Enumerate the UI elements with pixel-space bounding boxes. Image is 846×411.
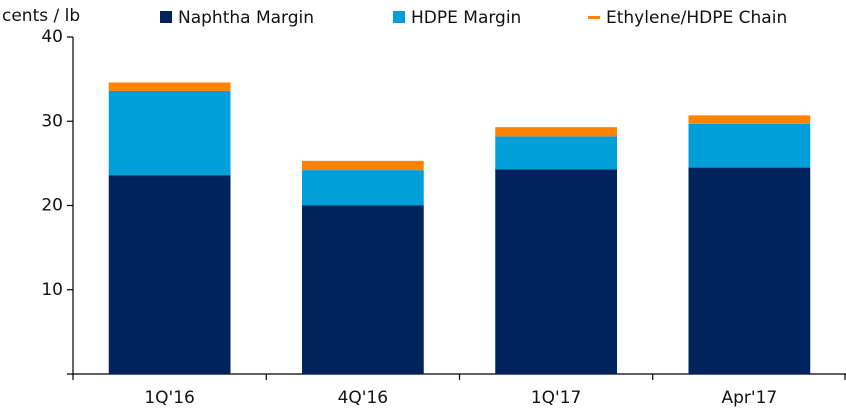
legend-marker <box>588 16 600 19</box>
bar-segment <box>495 136 617 170</box>
x-tick-label: 1Q'17 <box>531 388 582 408</box>
x-tick-label: 1Q'16 <box>144 388 195 408</box>
bar-segment <box>302 160 424 171</box>
legend-marker <box>160 11 172 23</box>
legend-marker <box>393 11 405 23</box>
bar-segment <box>688 167 811 374</box>
legend-label: Naphtha Margin <box>178 8 314 28</box>
y-tick-label: 30 <box>41 111 63 131</box>
x-tick-label: Apr'17 <box>722 388 778 408</box>
y-axis-label: cents / lb <box>2 6 80 26</box>
x-tick-label: 4Q'16 <box>338 388 389 408</box>
y-tick-label: 10 <box>41 280 63 300</box>
bar-segment <box>108 90 231 176</box>
bar-segment <box>108 82 231 91</box>
y-tick-label: 40 <box>41 27 63 47</box>
y-tick-label: 20 <box>41 196 63 216</box>
bar-segment <box>495 169 617 374</box>
bar-segment <box>302 205 424 374</box>
legend-label: HDPE Margin <box>411 8 521 28</box>
bar-segment <box>688 115 811 124</box>
bar-segment <box>495 127 617 137</box>
bar-segment <box>302 170 424 206</box>
bar-segment <box>108 175 231 374</box>
legend-label: Ethylene/HDPE Chain <box>606 8 787 28</box>
bar-segment <box>688 123 811 168</box>
